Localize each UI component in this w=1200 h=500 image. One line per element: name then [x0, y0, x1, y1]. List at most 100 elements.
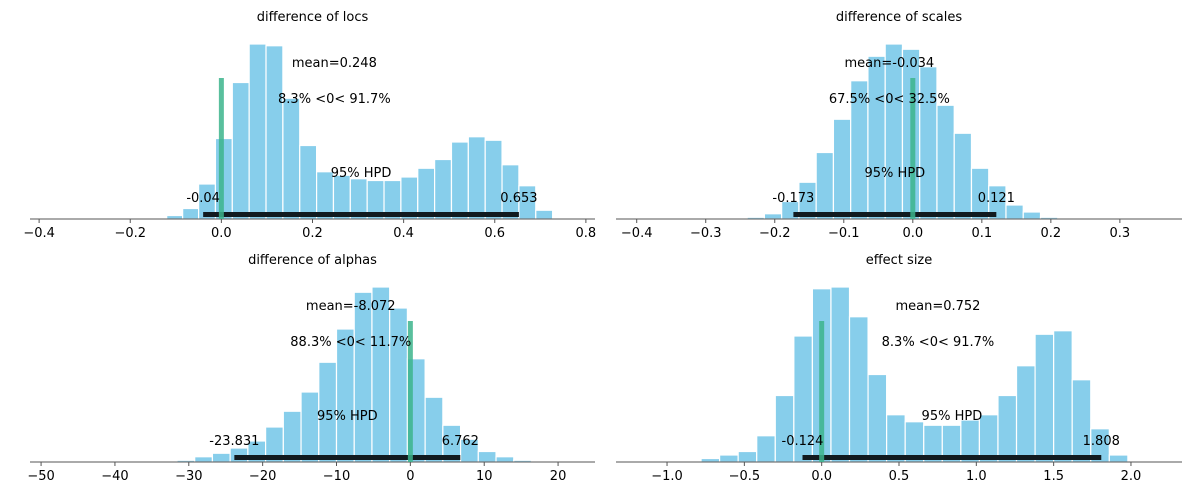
histogram-bar: [867, 373, 888, 463]
histogram-bar: [756, 435, 776, 463]
x-tick-label: 0.0: [211, 226, 232, 241]
hpd-label: 95% HPD: [317, 409, 378, 424]
x-tick-label: −0.4: [23, 226, 55, 241]
x-tick-label: −40: [101, 469, 128, 484]
histogram-bar: [953, 132, 973, 220]
x-tick-label: 0.6: [484, 226, 505, 241]
histogram-bar: [231, 81, 250, 220]
histogram-bar: [389, 307, 409, 463]
panel-title: difference of locs: [257, 10, 369, 25]
x-tick-label: 20: [550, 469, 567, 484]
histogram-bar: [214, 137, 233, 220]
histogram-bar: [194, 456, 214, 463]
hpd-interval-bar: [793, 212, 997, 217]
x-tick-label: 0.4: [393, 226, 414, 241]
hpd-high-label: 1.808: [1083, 434, 1120, 449]
histogram-bar: [300, 391, 320, 463]
histogram-bar: [265, 45, 284, 220]
mean-label: mean=0.752: [895, 299, 980, 314]
hpd-low-label: -0.04: [186, 191, 220, 206]
histogram-bar: [495, 456, 515, 463]
panel-difference-of-alphas: difference of alphas −50 −40 −30 −20 −10 0 10 2…: [27, 253, 595, 484]
histogram-bar: [477, 450, 497, 463]
histogram-bar: [1108, 454, 1129, 463]
histogram-bar: [182, 207, 200, 220]
reference-line: [407, 321, 413, 462]
histogram-bar: [832, 118, 852, 220]
hpd-interval-bar: [802, 455, 1102, 460]
histogram-bar: [484, 139, 503, 220]
hpd-low-label: -23.831: [209, 434, 259, 449]
x-tick-label: 0: [406, 469, 414, 484]
hpd-low-label: -0.124: [782, 434, 824, 449]
ref-probability-label: 8.3% <0< 91.7%: [278, 92, 391, 107]
histogram-bar: [919, 66, 938, 220]
x-tick-label: −50: [27, 469, 54, 484]
x-tick-label: −0.1: [828, 226, 860, 241]
histogram-bar: [299, 144, 318, 220]
hpd-label: 95% HPD: [922, 409, 983, 424]
x-tick-label: −30: [175, 469, 202, 484]
hpd-label: 95% HPD: [331, 166, 392, 181]
ref-probability-label: 8.3% <0< 91.7%: [882, 335, 995, 350]
x-tick-label: 0.0: [811, 469, 832, 484]
panel-difference-of-scales: difference of scales −0.4 −0.3 −0.2 −0.1 0.0…: [616, 10, 1182, 241]
histogram-bar: [450, 141, 469, 220]
x-tick-label: 0.8: [576, 226, 597, 241]
histogram-bar: [774, 394, 795, 463]
histogram-bar: [1071, 379, 1092, 463]
panel-difference-of-locs: difference of locs −0.4 −0.2 0.0 0.2 0.4 0.6 0…: [23, 10, 596, 241]
histogram-bar: [467, 136, 486, 220]
mean-label: mean=-8.072: [306, 299, 396, 314]
reference-line: [910, 78, 916, 219]
ref-probability-label: 67.5% <0< 32.5%: [829, 92, 950, 107]
histogram-bar: [867, 55, 886, 220]
x-tick-label: 0.1: [971, 226, 992, 241]
hpd-high-label: 0.121: [978, 191, 1015, 206]
histogram-bar: [763, 213, 783, 220]
hpd-label: 95% HPD: [865, 166, 926, 181]
histogram-bar: [886, 414, 906, 463]
x-tick-label: −0.4: [621, 226, 653, 241]
x-tick-label: −1.0: [651, 469, 683, 484]
x-tick-label: 1.5: [1043, 469, 1064, 484]
histogram-bar: [830, 286, 851, 463]
panel-title: effect size: [866, 253, 933, 268]
histogram-bar: [700, 457, 721, 463]
x-tick-label: 0.2: [1041, 226, 1062, 241]
x-tick-label: −0.5: [729, 469, 761, 484]
hpd-high-label: 0.653: [500, 191, 537, 206]
reference-line: [218, 78, 224, 219]
x-tick-label: −0.2: [759, 226, 791, 241]
hpd-interval-bar: [234, 455, 461, 460]
x-tick-label: −10: [323, 469, 350, 484]
histogram-bar: [424, 396, 444, 463]
mean-label: mean=-0.034: [845, 56, 935, 71]
histogram-bar: [737, 450, 758, 463]
histogram-bar: [997, 394, 1018, 463]
hpd-high-label: 6.762: [442, 434, 479, 449]
histogram-bar: [1053, 330, 1073, 463]
histogram-bar: [166, 214, 184, 220]
histogram-bar: [353, 291, 373, 463]
x-tick-label: −0.3: [690, 226, 722, 241]
histogram-bar: [1005, 204, 1024, 220]
histogram-bar: [282, 410, 302, 463]
reference-line: [819, 321, 825, 462]
x-tick-label: 0.3: [1110, 226, 1131, 241]
histogram-bar: [417, 167, 436, 220]
panel-title: difference of scales: [836, 10, 963, 25]
x-tick-label: −0.2: [114, 226, 146, 241]
panel-effect-size: effect size −1.0 −0.5 0.0 0.5 1.0 1.5 2.0 -0.12…: [616, 253, 1182, 484]
x-tick-label: −20: [249, 469, 276, 484]
hpd-interval-bar: [203, 212, 519, 217]
histogram-bar: [719, 454, 739, 463]
x-tick-label: 2.0: [1121, 469, 1142, 484]
histogram-bar: [434, 158, 453, 220]
histogram-bar: [211, 452, 231, 463]
hpd-low-label: -0.173: [772, 191, 814, 206]
x-tick-label: 1.0: [966, 469, 987, 484]
histogram-bar: [848, 316, 869, 463]
histogram-bar: [1015, 365, 1036, 463]
